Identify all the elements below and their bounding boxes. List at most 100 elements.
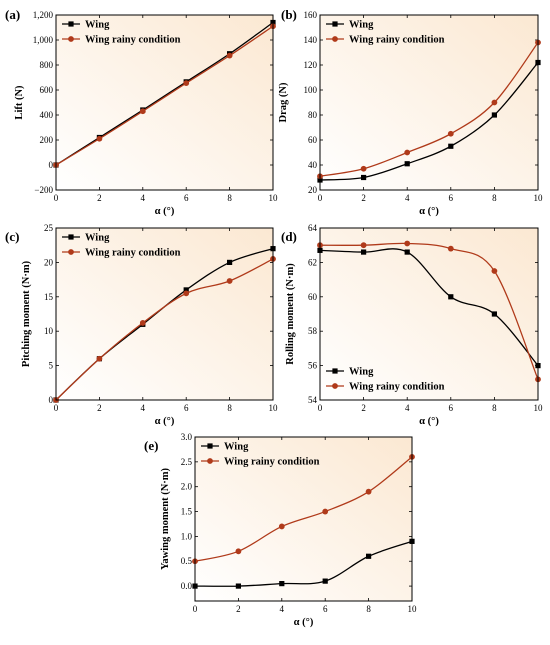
x-tick-label: 6: [184, 403, 189, 413]
y-tick-label: 1,200: [33, 10, 54, 20]
legend-entry: Wing rainy condition: [349, 382, 445, 393]
panel-label: (e): [144, 438, 158, 453]
x-tick-label: 4: [280, 604, 285, 614]
data-point-wing-rainy: [404, 149, 411, 156]
y-tick-label: 60: [308, 135, 318, 145]
x-axis-label: α (°): [419, 416, 439, 427]
data-point-wing-rainy: [447, 245, 454, 252]
legend-entry: Wing: [349, 20, 374, 31]
x-axis-label: α (°): [155, 416, 175, 427]
y-tick-label: 800: [40, 60, 54, 70]
legend-marker-square: [332, 368, 338, 374]
x-tick-label: 6: [449, 403, 454, 413]
y-tick-label: 15: [44, 292, 54, 302]
x-axis-label: α (°): [294, 617, 314, 628]
data-point-wing-rainy: [491, 268, 498, 274]
x-tick-label: 10: [408, 604, 418, 614]
series-line-wing: [319, 62, 539, 181]
y-tick-label: 25: [44, 223, 54, 233]
legend-marker-square: [332, 21, 338, 27]
y-tick-label: 80: [308, 110, 318, 120]
y-tick-label: 2.5: [181, 457, 193, 467]
x-tick-label: 8: [492, 193, 497, 203]
x-tick-label: 4: [141, 403, 146, 413]
y-tick-label: 1,000: [33, 35, 54, 45]
y-tick-label: 54: [308, 395, 318, 405]
data-point-wing-rainy: [491, 99, 498, 106]
plot-frame: [55, 227, 274, 401]
legend-marker-circle: [332, 36, 338, 42]
data-point-wing-rainy: [226, 52, 233, 59]
y-tick-label: 3.0: [181, 432, 193, 442]
x-tick-label: 10: [269, 193, 279, 203]
legend-marker-circle: [207, 458, 213, 464]
x-tick-label: 8: [227, 403, 232, 413]
y-tick-label: 2.0: [181, 482, 193, 492]
x-tick-label: 10: [534, 403, 544, 413]
x-tick-label: 10: [269, 403, 279, 413]
data-point-wing-rainy: [183, 290, 190, 297]
x-tick-label: 8: [227, 193, 232, 203]
series-line-wing: [55, 21, 274, 166]
x-tick-label: 0: [193, 604, 198, 614]
data-point-wing: [361, 249, 367, 255]
legend: Wing Wing rainy condition: [201, 442, 320, 468]
data-point-wing-rainy: [139, 320, 146, 326]
x-tick-label: 2: [361, 403, 366, 413]
plot-frame: [55, 14, 274, 191]
plot-background: [320, 228, 538, 400]
chart-panel-d: (d) 0 2 4 6 8 10 54 56 58 60 62 64 α (°) Rolling momen…: [281, 223, 543, 427]
data-point-wing-rainy: [96, 135, 103, 142]
x-tick-label: 4: [141, 193, 146, 203]
legend-entry: Wing rainy condition: [85, 35, 181, 46]
panel-label: (a): [5, 7, 20, 22]
legend-entry: Wing rainy condition: [349, 35, 445, 46]
data-point-wing: [448, 294, 454, 300]
x-tick-label: 4: [405, 403, 410, 413]
x-tick-label: 8: [492, 403, 497, 413]
data-point-wing-rainy: [404, 240, 411, 247]
legend: Wing Wing rainy condition: [62, 20, 181, 46]
series-line-wing: [194, 540, 413, 587]
data-point-wing-rainy: [365, 488, 372, 495]
x-tick-label: 6: [449, 193, 454, 203]
legend-marker-circle: [68, 36, 74, 42]
y-axis-label: Pitching moment (N·m): [21, 260, 32, 367]
plot-background: [56, 228, 273, 400]
data-point-wing-rainy: [322, 508, 329, 515]
data-point-wing-rainy: [235, 548, 242, 555]
legend-entry: Wing: [85, 20, 110, 31]
x-tick-label: 2: [97, 193, 102, 203]
data-point-wing: [183, 287, 189, 293]
legend-entry: Wing: [349, 367, 374, 378]
data-point-wing: [404, 249, 410, 255]
plot-frame: [319, 227, 539, 401]
x-tick-label: 0: [318, 403, 323, 413]
legend: Wing Wing rainy condition: [62, 233, 181, 259]
data-point-wing: [279, 581, 285, 587]
legend-marker-square: [68, 234, 74, 240]
legend-marker-square: [207, 443, 213, 449]
y-tick-label: 62: [308, 257, 317, 267]
data-point-wing-rainy: [226, 278, 233, 284]
legend-entry: Wing: [224, 442, 249, 453]
x-tick-label: 0: [318, 193, 323, 203]
x-tick-label: 2: [361, 193, 366, 203]
y-tick-label: 56: [308, 361, 318, 371]
series-line-wing-rainy: [194, 456, 413, 562]
legend-entry: Wing rainy condition: [85, 248, 181, 259]
y-tick-label: 20: [308, 185, 318, 195]
x-tick-label: 10: [534, 193, 544, 203]
y-axis-label: Lift (N): [14, 85, 25, 120]
data-point-wing-rainy: [360, 242, 367, 249]
data-point-wing: [491, 112, 497, 118]
y-tick-label: 20: [44, 257, 54, 267]
y-tick-label: 200: [40, 135, 54, 145]
data-point-wing-rainy: [183, 80, 190, 87]
x-axis-label: α (°): [155, 206, 175, 217]
data-point-wing-rainy: [139, 108, 146, 115]
plot-frame: [194, 436, 413, 602]
y-tick-label: 0.5: [181, 556, 193, 566]
